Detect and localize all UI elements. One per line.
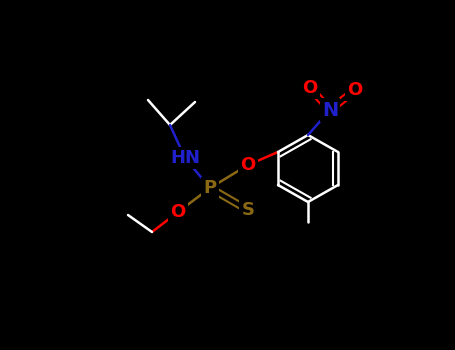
Text: O: O (170, 203, 186, 221)
Text: P: P (203, 179, 217, 197)
Text: O: O (240, 156, 256, 174)
Text: O: O (347, 81, 363, 99)
Text: N: N (322, 100, 338, 119)
Text: O: O (303, 79, 318, 97)
Text: S: S (242, 201, 254, 219)
Text: HN: HN (170, 149, 200, 167)
